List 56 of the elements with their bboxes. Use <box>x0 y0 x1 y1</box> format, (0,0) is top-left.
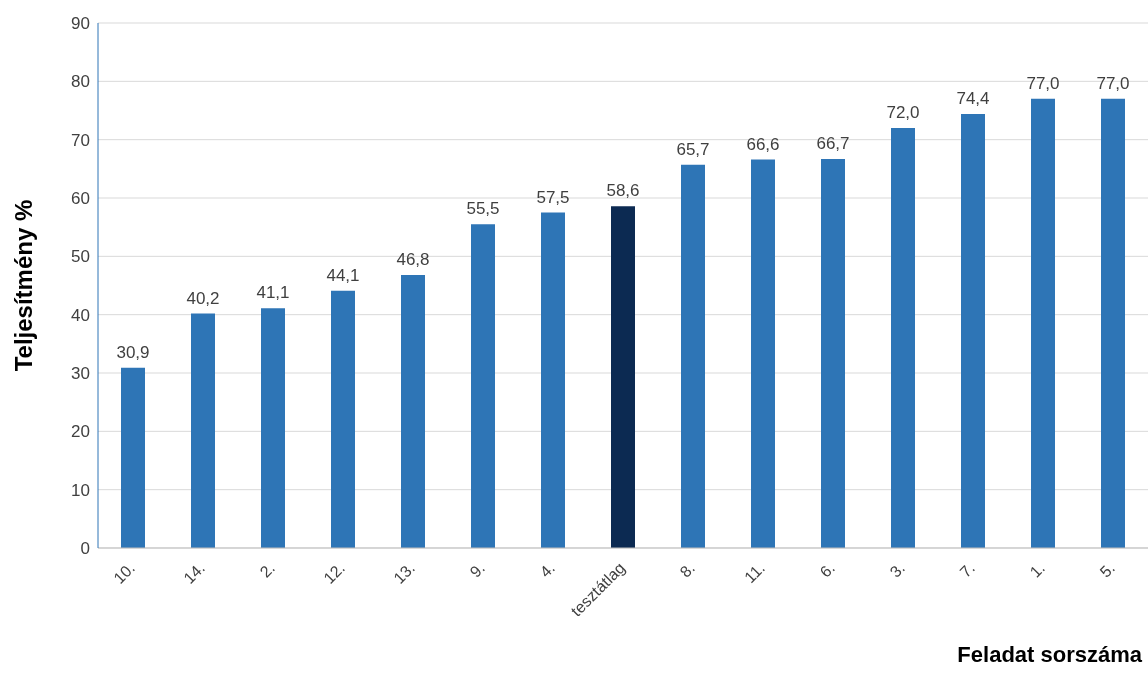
x-tick-label: 13. <box>390 559 419 587</box>
data-label: 41,1 <box>256 283 290 303</box>
bar <box>331 290 355 548</box>
y-tick-label: 50 <box>71 247 90 267</box>
y-tick-label: 70 <box>71 130 90 150</box>
x-tick-label: 10. <box>110 559 139 587</box>
y-tick-label: 10 <box>71 480 90 500</box>
bar <box>961 114 985 548</box>
x-tick-label: 2. <box>256 559 279 581</box>
bar <box>1031 98 1055 548</box>
x-axis-title: Feladat sorszáma <box>957 642 1143 667</box>
y-tick-label: 20 <box>71 422 90 442</box>
y-tick-label: 80 <box>71 72 90 92</box>
bar <box>541 212 565 548</box>
data-label: 44,1 <box>326 265 360 285</box>
x-tick-label: 6. <box>816 559 839 581</box>
bar <box>611 206 635 548</box>
data-label: 30,9 <box>116 342 150 362</box>
x-tick-label: 12. <box>320 559 349 587</box>
data-label: 57,5 <box>536 187 570 207</box>
bar <box>751 159 775 548</box>
x-tick-label: 1. <box>1026 559 1049 581</box>
bar <box>471 224 495 548</box>
x-tick-label: 11. <box>741 559 769 587</box>
x-tick-label: 3. <box>886 559 909 581</box>
y-tick-label: 60 <box>71 189 90 209</box>
x-tick-label: 8. <box>676 559 699 581</box>
bar <box>191 313 215 548</box>
data-label: 77,0 <box>1096 73 1130 93</box>
y-tick-label: 90 <box>71 14 90 34</box>
data-label: 58,6 <box>606 181 640 201</box>
x-tick-label: 5. <box>1096 559 1119 581</box>
y-tick-label: 30 <box>71 364 90 384</box>
data-label: 40,2 <box>186 288 220 308</box>
data-label: 72,0 <box>886 103 920 122</box>
data-label: 74,4 <box>956 89 990 108</box>
y-tick-label: 0 <box>80 539 90 559</box>
data-label: 55,5 <box>466 199 500 219</box>
data-label: 66,6 <box>746 134 780 154</box>
bar <box>1101 98 1125 548</box>
data-label: 66,7 <box>816 133 850 153</box>
y-tick-label: 40 <box>71 305 90 325</box>
x-tick-label: 7. <box>956 559 979 581</box>
y-axis-title: Teljesítmény % <box>9 199 37 372</box>
x-tick-label: 14. <box>180 559 209 587</box>
bar <box>261 308 285 548</box>
data-label: 46,8 <box>396 250 430 269</box>
bar <box>821 158 845 548</box>
bar <box>891 128 915 548</box>
bar <box>681 164 705 548</box>
data-label: 65,7 <box>676 139 710 159</box>
x-tick-label: 9. <box>466 559 489 581</box>
bar <box>121 367 145 548</box>
bar <box>401 275 425 548</box>
x-tick-label: 4. <box>536 559 559 581</box>
data-label: 77,0 <box>1026 73 1060 93</box>
